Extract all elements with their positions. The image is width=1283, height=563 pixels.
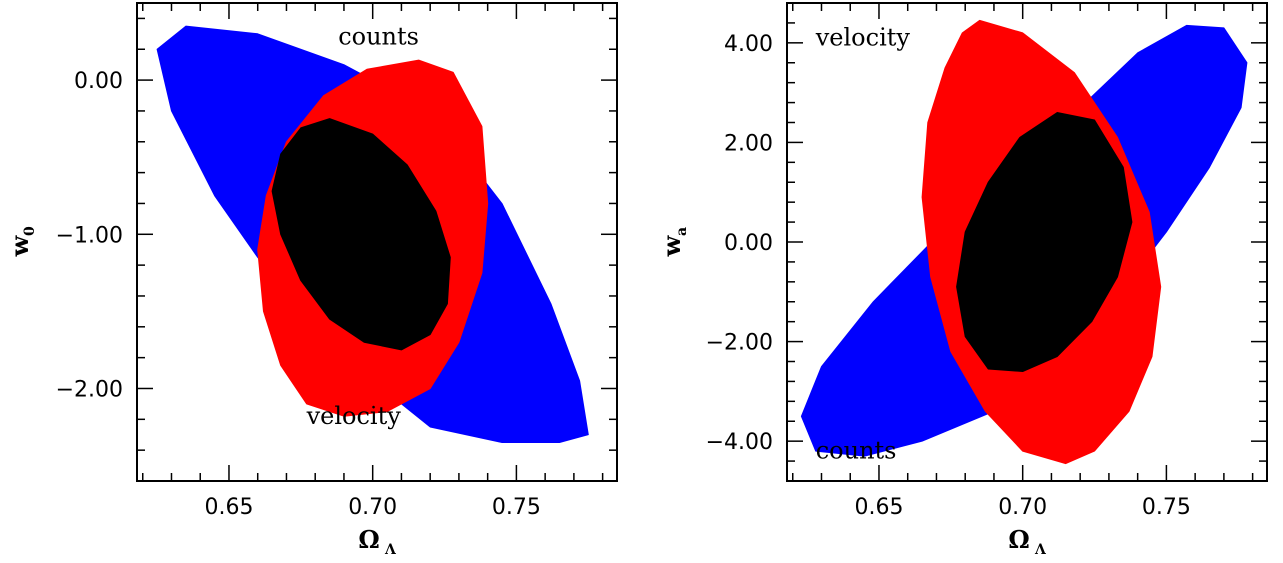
left-contour-panel: 0.65 0.70 0.75 0.00 −1.00 −2.00 Ω Λw0 counts velo… [5, 2, 618, 558]
annotation-counts: counts [338, 23, 419, 51]
annotation-velocity: velocity [815, 23, 911, 51]
y-tick-label: −2.00 [56, 377, 123, 402]
x-tick-label: 0.75 [492, 495, 541, 520]
y-tick-label: 0.00 [74, 69, 123, 94]
right-contour-panel: 0.65 0.70 0.75 4.00 2.00 0.00 −2.00 −4.00 Ω Λwa ve… [657, 2, 1268, 558]
y-axis-label-group: wa [657, 227, 690, 257]
y-tick-label: 4.00 [724, 32, 773, 57]
contour-region-2 [271, 118, 451, 351]
contour-region-2 [956, 112, 1133, 372]
x-axis-label-subscript: Λ [384, 542, 397, 558]
contour-regions [156, 25, 589, 443]
y-axis-label: w [657, 234, 686, 257]
y-tick-label: −2.00 [706, 331, 773, 356]
y-tick-label: −4.00 [706, 430, 773, 455]
x-tick-label: 0.70 [348, 495, 397, 520]
y-axis-label-group: w0 [5, 226, 38, 257]
x-tick-label: 0.70 [998, 495, 1047, 520]
contour-regions [800, 19, 1248, 465]
x-axis-label: Ω [358, 525, 379, 554]
x-tick-label: 0.65 [854, 495, 903, 520]
y-axis-label-subscript: 0 [22, 226, 38, 236]
x-tick-label: 0.75 [1142, 495, 1191, 520]
x-axis-label: Ω [1008, 525, 1029, 554]
y-axis-label-subscript: a [674, 227, 690, 236]
y-tick-label: 2.00 [724, 131, 773, 156]
y-tick-label: 0.00 [724, 231, 773, 256]
plot-frame [136, 2, 618, 482]
x-axis-label-subscript: Λ [1034, 542, 1047, 558]
x-tick-label: 0.65 [204, 495, 253, 520]
annotation-velocity: velocity [306, 402, 402, 430]
annotation-counts: counts [816, 437, 897, 465]
y-axis-label: w [5, 234, 34, 257]
y-tick-label: −1.00 [56, 223, 123, 248]
